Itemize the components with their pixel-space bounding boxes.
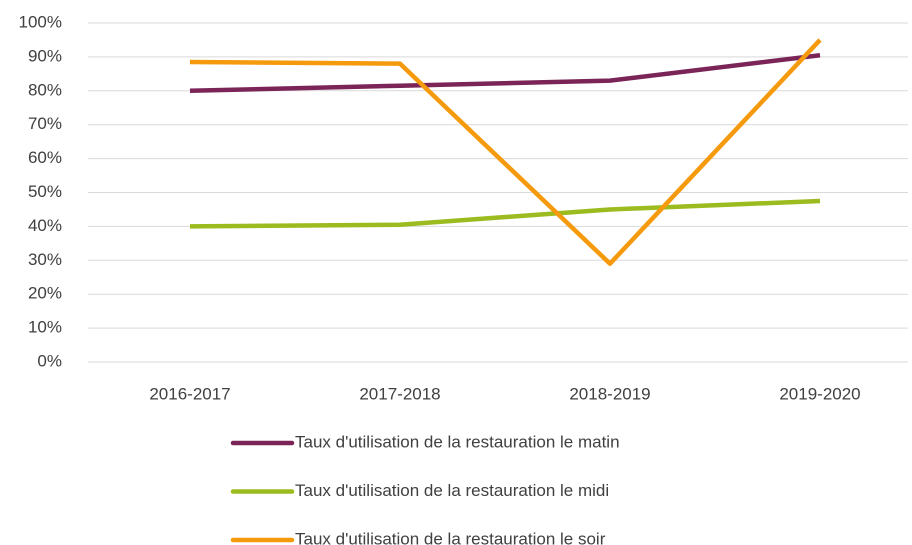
y-tick-label: 70% — [28, 114, 62, 133]
y-tick-label: 10% — [28, 318, 62, 337]
y-tick-label: 40% — [28, 216, 62, 235]
legend-label: Taux d'utilisation de la restauration le… — [295, 529, 606, 545]
y-tick-label: 80% — [28, 80, 62, 99]
x-tick-label: 2016-2017 — [149, 384, 230, 403]
y-tick-label: 20% — [28, 284, 62, 303]
x-tick-label: 2018-2019 — [569, 384, 650, 403]
y-tick-label: 30% — [28, 250, 62, 269]
series-line — [189, 52, 821, 94]
series-line — [189, 198, 821, 229]
y-tick-label: 60% — [28, 148, 62, 167]
y-tick-label: 100% — [19, 12, 62, 31]
y-tick-label: 90% — [28, 46, 62, 65]
y-tick-label: 0% — [37, 351, 62, 370]
series-line — [189, 38, 822, 266]
x-tick-label: 2017-2018 — [359, 384, 440, 403]
legend-label: Taux d'utilisation de la restauration le… — [295, 481, 609, 500]
x-tick-label: 2019-2020 — [779, 384, 860, 403]
y-tick-label: 50% — [28, 182, 62, 201]
legend-label: Taux d'utilisation de la restauration le… — [295, 432, 620, 451]
